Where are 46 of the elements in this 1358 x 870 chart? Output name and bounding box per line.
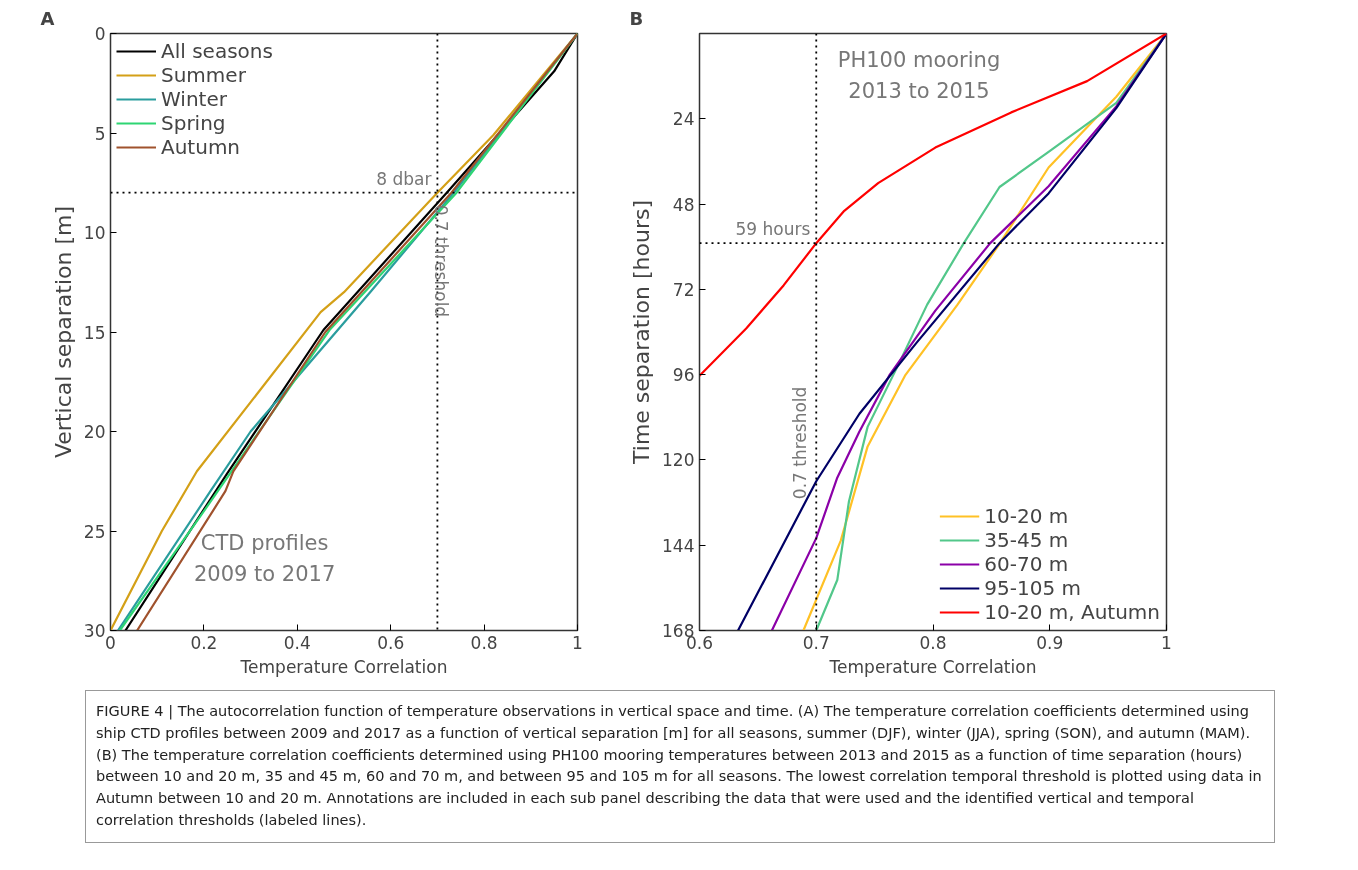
ref-line-label: 0.7 threshold	[790, 386, 811, 500]
x-tick-label: 0.2	[190, 632, 218, 653]
legend-label: Spring	[161, 111, 226, 135]
y-tick-label: 24	[672, 109, 695, 130]
legend-label: 10-20 m, Autumn	[984, 600, 1160, 624]
annotation: CTD profiles 2009 to 2017	[193, 531, 336, 587]
y-tick-label: 25	[83, 521, 106, 542]
y-tick-label: 0	[94, 24, 106, 44]
x-tick-label: 0.9	[1036, 632, 1064, 653]
x-tick-label: 0.8	[470, 632, 498, 653]
x-tick-label: 0.6	[377, 632, 405, 653]
chart-title: A	[40, 7, 55, 29]
legend-label: 95-105 m	[984, 576, 1081, 600]
x-tick-label: 1	[1161, 632, 1172, 653]
caption: FIGURE 4 | The autocorrelation function of temperature observations in vertical space and time. (A) The temperature correlation coefficients determined using ship CTD profiles between 2009 and 2017 as a function of vertical separation [m] for all seasons, summer (DJF), winter (JJA), spring (SON), and autumn (MAM). (B) The temperature correlation coefficients determined using PH100 mooring temperatures between 2013 and 2015 as a function of time separation (hours) between 10 and 20 m, 35 and 45 m, 60 and 70 m, and between 95 and 105 m for all seasons. The lowest correlation temporal threshold is plotted using data in Autumn between 10 and 20 m. Annotations are included in each sub panel describing the data that were used and the identified vertical and temporal correlation thresholds (labeled lines).	[96, 702, 1263, 830]
legend-label: Autumn	[161, 135, 241, 159]
chart-title: B	[629, 7, 644, 29]
x-axis-title: Temperature Correlation	[828, 656, 1037, 677]
x-tick-label: 0.4	[283, 632, 311, 653]
y-axis-title: Vertical separation [m]	[50, 205, 76, 459]
line-series	[699, 33, 1167, 377]
y-tick-label: 96	[672, 365, 695, 386]
legend-label: All seasons	[161, 39, 273, 63]
ref-line-label: 8 dbar	[376, 168, 432, 189]
legend-label: 60-70 m	[984, 552, 1069, 576]
x-axis-title: Temperature Correlation	[239, 656, 448, 677]
y-tick-label: 10	[83, 223, 106, 243]
legend-label: Summer	[161, 63, 246, 87]
ref-line-label: 59 hours	[735, 219, 811, 240]
ref-line-label: 0.7 threshold	[431, 204, 452, 318]
annotation: PH100 mooring 2013 to 2015	[837, 47, 1001, 103]
legend-label: Winter	[161, 87, 227, 111]
y-tick-label: 20	[83, 422, 106, 442]
y-tick-label: 120	[662, 450, 695, 471]
y-tick-label: 5	[94, 123, 106, 144]
legend-label: 10-20 m	[984, 504, 1069, 528]
y-tick-label: 30	[83, 621, 106, 641]
y-axis-title: Time separation [hours]	[629, 200, 655, 465]
x-tick-label: 1	[572, 632, 583, 653]
y-tick-label: 48	[672, 194, 695, 215]
y-tick-label: 72	[672, 279, 695, 300]
y-tick-label: 15	[83, 322, 106, 343]
y-tick-label: 144	[662, 535, 695, 556]
x-tick-label: 0.8	[919, 632, 947, 653]
legend-label: 35-45 m	[984, 528, 1069, 552]
x-tick-label: 0.7	[802, 632, 830, 653]
